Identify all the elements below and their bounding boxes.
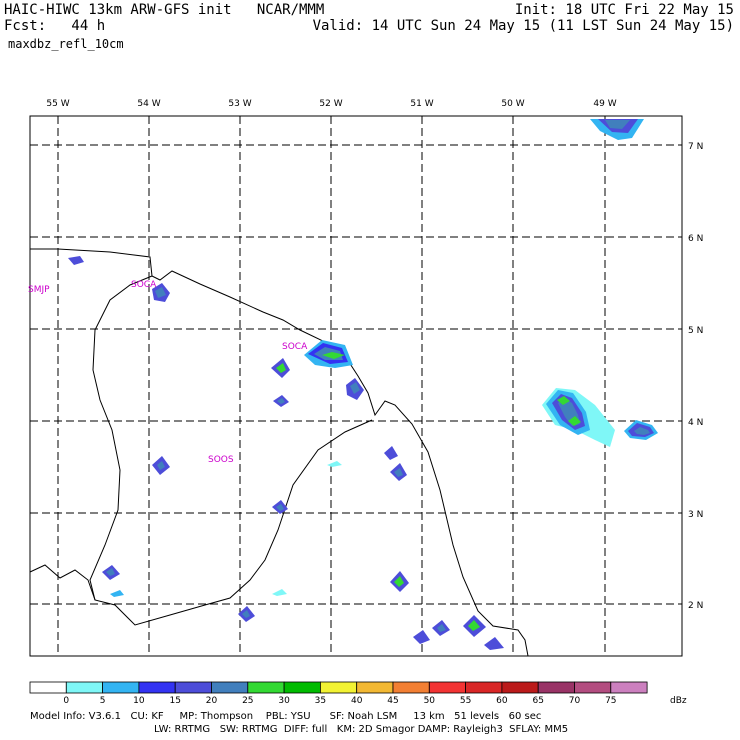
legend-swatch [247,681,285,694]
legend-swatch [428,681,466,694]
reflectivity-cell [437,624,446,632]
lon-label: 51 W [410,99,433,109]
reflectivity-cell [276,504,284,511]
legend-swatch [537,681,575,694]
reflectivity-cell [394,576,404,587]
lon-label: 55 W [46,99,69,109]
reflectivity-cell [110,590,124,597]
legend-swatch [319,681,358,694]
legend-tick-label: 70 [569,696,581,706]
reflectivity-field [68,119,658,650]
lat-label: 6 N [688,234,703,244]
reflectivity-cell [484,637,504,650]
coastline [29,248,529,657]
legend-swatch [65,681,104,694]
legend-tick-label: 65 [532,696,543,706]
legend-tick-label: 75 [605,696,616,706]
footer-physics-info: LW: RRTMG SW: RRTMG DIFF: full KM: 2D Sm… [154,724,569,735]
color-legend [29,681,648,694]
reflectivity-cell [468,620,480,631]
reflectivity-cell [242,610,250,618]
legend-unit: dBz [670,696,687,706]
legend-tick-label: 20 [206,696,218,706]
footer-model-info: Model Info: V3.6.1 CU: KF MP: Thompson P… [30,711,542,722]
legend-swatch [211,681,249,694]
lat-label: 2 N [688,601,703,611]
legend-tick-label: 50 [424,696,436,706]
header-forecast: Fcst: 44 h [4,18,106,34]
legend-tick-label: 5 [100,696,106,706]
reflectivity-cell [327,461,342,467]
lon-label: 49 W [593,99,616,109]
legend-swatch [29,681,67,694]
header-init: Init: 18 UTC Fri 22 May 15 [514,2,734,18]
legend-swatch [174,681,212,694]
legend-tick-label: 15 [169,696,180,706]
legend-tick-label: 30 [278,696,290,706]
lat-label: 3 N [688,510,703,520]
reflectivity-cell [384,446,398,460]
legend-swatch [501,681,539,694]
lat-label: 7 N [688,142,703,152]
legend-swatch [392,681,430,694]
header-field: maxdbz_refl_10cm [8,37,124,51]
reflectivity-cell [157,461,165,470]
reflectivity-cell [413,630,430,644]
lat-label: 5 N [688,326,703,336]
lon-label: 50 W [501,99,524,109]
legend-tick-label: 10 [133,696,145,706]
reflectivity-cell [68,256,84,265]
station-label-soca-1: SOCA [131,280,157,290]
reflectivity-cell [394,468,403,477]
reflectivity-cell [106,568,115,576]
header-title: HAIC-HIWC 13km ARW-GFS init NCAR/MMM [4,2,325,18]
graticule [30,116,682,656]
station-label-soca-2: SOCA [282,342,308,352]
reflectivity-cell [568,416,581,426]
legend-swatch [356,681,394,694]
reflectivity-cell [605,120,630,129]
reflectivity-cell [272,589,287,596]
lon-label: 52 W [319,99,342,109]
reflectivity-cell [276,363,286,373]
reflectivity-cell [277,398,285,404]
header-valid: Valid: 14 UTC Sun 24 May 15 (11 LST Sun … [312,18,734,34]
lat-label: 4 N [688,418,703,428]
legend-swatch [283,681,321,694]
map-frame [29,115,683,657]
legend-tick-label: 35 [315,696,326,706]
legend-swatch [610,681,648,694]
reflectivity-cell [350,382,360,394]
legend-swatch [138,681,176,694]
legend-swatch [465,681,503,694]
legend-tick-label: 25 [242,696,253,706]
reflectivity-cell [634,427,650,435]
station-label-soos: SOOS [208,455,234,465]
legend-tick-label: 0 [63,696,69,706]
reflectivity-cell [155,287,166,298]
legend-swatch [102,681,140,694]
reflectivity-cell [557,396,570,405]
station-label-smjp: SMJP [28,285,50,295]
legend-tick-label: 40 [351,696,363,706]
legend-tick-label: 45 [387,696,398,706]
reflectivity-cell [322,352,345,359]
legend-tick-label: 60 [496,696,508,706]
lon-label: 53 W [228,99,251,109]
lon-label: 54 W [137,99,160,109]
legend-tick-label: 55 [460,696,471,706]
legend-swatch [574,681,612,694]
